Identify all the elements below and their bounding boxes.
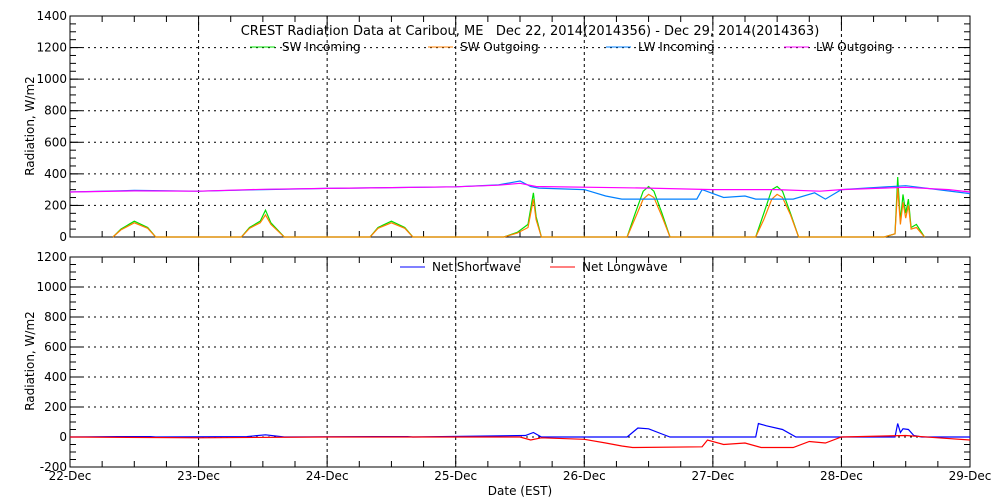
y-tick-label: 600 bbox=[44, 135, 67, 149]
legend-label: Net Shortwave bbox=[432, 260, 521, 274]
y-tick-label: 400 bbox=[44, 167, 67, 181]
legend-label: LW Outgoing bbox=[816, 40, 893, 54]
y-tick-label: 1400 bbox=[36, 9, 67, 23]
y-tick-label: 1200 bbox=[36, 41, 67, 55]
y-tick-label: 200 bbox=[44, 198, 67, 212]
series-line-sw-incoming bbox=[112, 176, 926, 238]
x-tick-label: 22-Dec bbox=[49, 469, 92, 483]
y-tick-label: 0 bbox=[59, 430, 67, 444]
plot-frame bbox=[69, 256, 971, 468]
series-line-net-shortwave bbox=[69, 422, 970, 438]
series-line-sw-outgoing bbox=[112, 188, 925, 238]
x-tick-label: 23-Dec bbox=[177, 469, 220, 483]
x-tick-label: 25-Dec bbox=[434, 469, 477, 483]
x-tick-label: 29-Dec bbox=[949, 469, 992, 483]
x-tick-label: 24-Dec bbox=[306, 469, 349, 483]
x-tick-label: 26-Dec bbox=[563, 469, 606, 483]
y-tick-label: 1200 bbox=[36, 250, 67, 264]
y-tick-label: 800 bbox=[44, 104, 67, 118]
chart-title: CREST Radiation Data at Caribou, ME Dec … bbox=[241, 24, 820, 39]
x-tick-label: 28-Dec bbox=[820, 469, 863, 483]
bottom-y-axis-label: Radiation, W/m2 bbox=[23, 311, 37, 411]
x-tick-label: 27-Dec bbox=[691, 469, 734, 483]
series-line-lw-outgoing bbox=[69, 182, 971, 193]
y-tick-label: 600 bbox=[44, 340, 67, 354]
x-axis-label: Date (EST) bbox=[488, 484, 552, 498]
legend-label: SW Outgoing bbox=[460, 40, 539, 54]
legend-label: SW Incoming bbox=[282, 40, 361, 54]
y-tick-label: 0 bbox=[59, 230, 67, 244]
legend-label: LW Incoming bbox=[638, 40, 715, 54]
y-tick-label: 800 bbox=[44, 310, 67, 324]
series-line-net-longwave bbox=[69, 434, 971, 449]
y-tick-label: 1000 bbox=[36, 280, 67, 294]
top-y-axis-label: Radiation, W/m2 bbox=[23, 76, 37, 176]
y-tick-label: -200 bbox=[40, 460, 67, 474]
y-tick-label: 200 bbox=[44, 400, 67, 414]
y-tick-label: 1000 bbox=[36, 72, 67, 86]
y-tick-label: 400 bbox=[44, 370, 67, 384]
plot-frame bbox=[69, 15, 971, 238]
legend-label: Net Longwave bbox=[582, 260, 668, 274]
